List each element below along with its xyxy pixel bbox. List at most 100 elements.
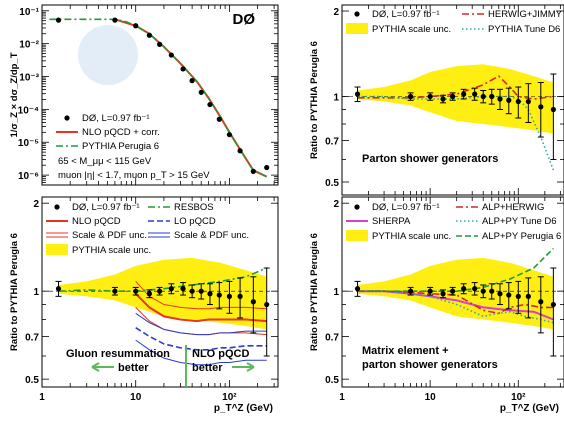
- legend-marker: [354, 204, 360, 210]
- legend-label: ALP+PY Perugia 6: [482, 231, 561, 242]
- data-point: [450, 288, 456, 294]
- data-point: [207, 101, 213, 108]
- legend-label: DØ, L=0.97 fb⁻¹: [72, 202, 140, 213]
- x-tick-label: 10: [130, 392, 142, 403]
- legend-label: RESBOS: [174, 202, 214, 213]
- arrow-right: [232, 362, 255, 372]
- y-tick-label: 2: [33, 199, 39, 210]
- legend-marker: [46, 244, 68, 255]
- plot-area: [342, 247, 564, 357]
- legend-label: PYTHIA scale unc.: [72, 245, 151, 256]
- data-point: [407, 93, 414, 100]
- data-point: [461, 286, 467, 292]
- dzero-logo-watermark: [78, 25, 138, 85]
- data-point: [427, 288, 433, 294]
- panel-annotation: parton shower generators: [362, 359, 498, 371]
- data-point: [237, 293, 243, 299]
- x-tick-label: 10: [425, 392, 437, 403]
- data-point: [250, 168, 256, 174]
- legend-marker: [64, 115, 70, 121]
- y-tick-label: 10⁻¹: [19, 7, 39, 18]
- data-point: [489, 93, 495, 100]
- data-point: [354, 286, 361, 292]
- data-point: [427, 93, 433, 100]
- legend-label: DØ, L=0.97 fb⁻¹: [372, 202, 440, 213]
- panel-top-left: 10⁻¹ 10⁻² 10⁻³ 10⁻⁴ 10⁻⁵ 10⁻⁶ 1/σ_Z × dσ_Z/dp_…: [9, 4, 279, 186]
- panel-annotation: Matrix element +: [362, 345, 449, 357]
- panel-bottom-right: 0.5 0.7 1 2 1 10 10² Ratio to PYTHIA Perugia 6 p…: [309, 196, 564, 414]
- series-line: [49, 18, 268, 178]
- data-point: [237, 148, 243, 154]
- y-tick-label: 0.5: [25, 375, 39, 386]
- data-point: [157, 41, 163, 47]
- x-tick-label: 1: [339, 392, 345, 403]
- data-point: [525, 293, 531, 299]
- data-point: [497, 291, 503, 297]
- arrow-left: [91, 362, 114, 372]
- legend-marker: [346, 230, 368, 241]
- data-point: [440, 291, 446, 297]
- data-point: [112, 288, 118, 294]
- series-line: [357, 247, 554, 293]
- legend-marker: [54, 204, 60, 210]
- legend-marker: [354, 11, 360, 17]
- data-point: [264, 164, 270, 171]
- annotation-better-left: better: [118, 362, 149, 374]
- unc-line-low: [135, 339, 267, 366]
- data-point: [461, 91, 467, 97]
- data-point: [55, 17, 62, 23]
- y-tick-label: 2: [333, 199, 339, 210]
- panel-top-right: 0.5 0.7 1 2 Ratio to PYTHIA Perugia 6 DØ, L=0…: [309, 4, 564, 196]
- data-point: [133, 288, 139, 294]
- plot-area: [49, 17, 270, 178]
- legend-label: ALP+PY Tune D6: [482, 216, 557, 227]
- data-point: [189, 288, 195, 294]
- legend-label: PYTHIA Tune D6: [488, 24, 560, 35]
- plot-frame: [341, 196, 564, 388]
- data-point: [180, 66, 186, 72]
- data-point: [440, 96, 446, 102]
- series-line: [134, 292, 267, 323]
- data-point: [250, 299, 256, 305]
- annotation-gluon: Gluon resummation: [66, 348, 170, 360]
- data-point: [497, 96, 503, 102]
- legend-label: NLO pQCD + corr.: [82, 127, 160, 138]
- legend-label: DØ, L=0.97 fb⁻¹: [372, 9, 440, 20]
- uncertainty-band: [357, 64, 554, 134]
- data-point: [550, 301, 556, 308]
- data-point: [112, 17, 118, 23]
- y-axis-label: Ratio to PYTHIA Perugia 6: [309, 41, 320, 159]
- legend-label: Scale & PDF unc.: [72, 230, 147, 241]
- y-tick-label: 0.5: [325, 375, 339, 386]
- series-line: [58, 267, 268, 293]
- plot-frame: [41, 4, 279, 186]
- data-point: [538, 104, 544, 110]
- y-tick-label: 10⁻⁴: [18, 105, 39, 116]
- cut-annotation: muon |η| < 1.7, muon p_T > 15 GeV: [58, 170, 210, 181]
- unc-line-high: [135, 281, 267, 310]
- plot-area: [42, 257, 278, 366]
- plot-frame: [41, 196, 279, 388]
- x-tick-label: 1: [39, 392, 45, 403]
- legend-label: Scale & PDF unc.: [174, 230, 249, 241]
- y-tick-label: 1: [33, 287, 39, 298]
- data-point: [198, 89, 204, 95]
- plot-area: [342, 64, 564, 171]
- data-point: [146, 291, 152, 297]
- y-axis-label: 1/σ_Z × dσ_Z/dp_T: [9, 52, 20, 137]
- data-point: [515, 98, 521, 105]
- y-tick-label: 10⁻³: [19, 73, 39, 84]
- data-point: [133, 23, 139, 29]
- y-tick-label: 1: [333, 93, 339, 104]
- legend-label: PYTHIA Perugia 6: [82, 141, 159, 152]
- data-point: [168, 286, 174, 292]
- x-axis-label: p_T^Z (GeV): [500, 403, 559, 414]
- data-point: [226, 132, 233, 138]
- data-point: [216, 116, 222, 122]
- data-point: [168, 52, 174, 58]
- plot-frame: [341, 4, 564, 196]
- data-point: [189, 78, 195, 84]
- data-point: [55, 286, 62, 292]
- y-axis-label: Ratio to PYTHIA Perugia 6: [9, 233, 20, 351]
